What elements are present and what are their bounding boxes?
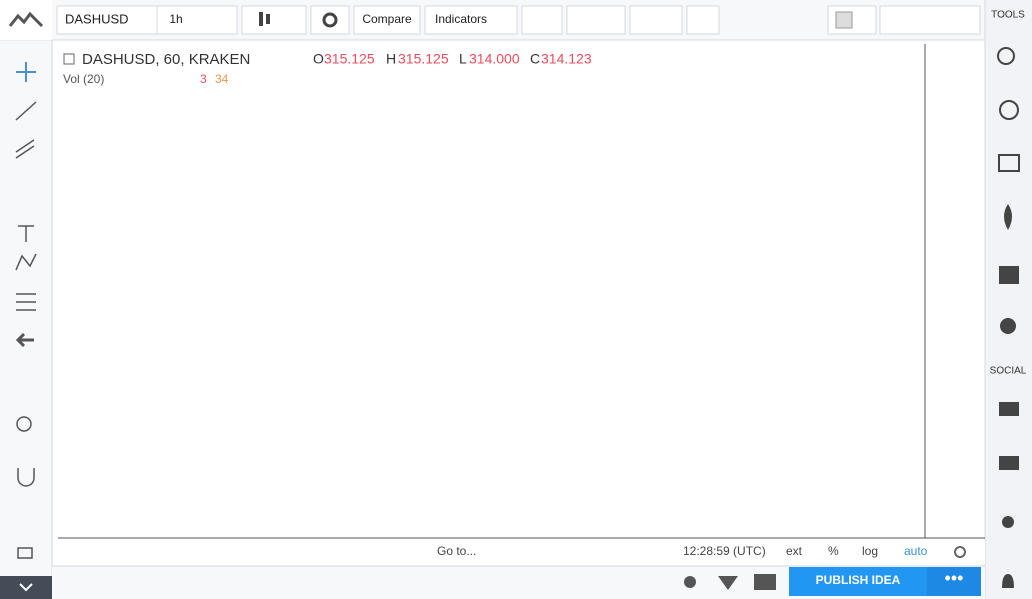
legend-value: 315.125 [398, 51, 449, 67]
volume-value: 3 [200, 72, 207, 86]
news-icon[interactable] [998, 154, 1020, 172]
zoom-tool[interactable] [16, 416, 32, 432]
logo [8, 11, 44, 28]
hotlist-icon[interactable] [1004, 204, 1012, 230]
icon [835, 11, 853, 29]
settings-button[interactable] [310, 5, 350, 35]
indicators-button[interactable] [424, 5, 518, 35]
crosshair-tool[interactable] [16, 62, 36, 82]
indicators: Indicators [435, 12, 487, 26]
range-bar [58, 540, 985, 564]
log-toggle[interactable]: log [862, 544, 878, 558]
magnet-tool[interactable] [17, 468, 35, 487]
cloud-buttons[interactable] [879, 5, 981, 35]
legend-value: 314.123 [541, 51, 592, 67]
sidebar-heading: SOCIAL [990, 366, 1027, 377]
prediction-tool[interactable] [16, 293, 36, 311]
notification-icon[interactable] [1002, 574, 1014, 588]
interval-button[interactable] [156, 5, 238, 35]
compare-button[interactable] [353, 5, 421, 35]
ext-toggle[interactable]: ext [786, 544, 803, 558]
goto-button[interactable]: Go to... [437, 544, 476, 558]
twitter-icon[interactable] [718, 576, 738, 590]
fullscreen-button[interactable] [686, 5, 720, 35]
snapshot-icon[interactable] [684, 576, 696, 588]
compare: Compare [362, 12, 412, 26]
chevron [19, 583, 33, 592]
line-tool[interactable] [15, 101, 37, 121]
collapse-button[interactable] [0, 576, 52, 599]
alert-button[interactable] [521, 5, 563, 35]
streams-icon[interactable] [999, 456, 1019, 470]
legend-label: H [386, 51, 396, 67]
left-toolbar [0, 41, 52, 576]
text-tool[interactable] [18, 225, 34, 242]
auto-toggle[interactable]: auto [904, 544, 928, 558]
calendar-icon[interactable] [999, 266, 1019, 284]
stocktwits-icon[interactable] [754, 574, 776, 590]
percent-toggle[interactable]: % [828, 544, 839, 558]
interval: 1h [169, 12, 182, 26]
right-sidebar [985, 0, 1032, 599]
broadcast-icon[interactable] [1002, 516, 1014, 528]
fib-tool[interactable] [15, 139, 35, 159]
collapse-legend[interactable] [63, 53, 75, 65]
chat-icon[interactable] [999, 402, 1019, 416]
chart-style-button[interactable] [241, 5, 307, 35]
settings-icon[interactable] [954, 546, 966, 558]
publish-label: PUBLISH IDEA [816, 573, 901, 587]
volume-title: Vol (20) [63, 72, 104, 86]
icon [322, 12, 338, 28]
alerts-icon[interactable] [999, 100, 1019, 120]
symbol-input[interactable] [56, 5, 158, 35]
more-dots: ••• [945, 568, 964, 588]
lock-tool[interactable] [17, 547, 33, 559]
symbol: DASHUSD [65, 11, 129, 26]
volume-ma: 34 [215, 72, 229, 86]
ideas-icon[interactable] [1000, 318, 1016, 334]
legend-label: O [313, 51, 324, 67]
pattern-tool[interactable] [15, 253, 37, 271]
sidebar-heading: TOOLS [991, 10, 1025, 21]
watchlist-icon[interactable] [997, 47, 1015, 65]
legend-label: C [530, 51, 540, 67]
legend-title: DASHUSD, 60, KRAKEN [82, 51, 250, 68]
chart-pane [58, 44, 925, 538]
ideas-button[interactable] [566, 5, 626, 35]
sidebar-icons [997, 47, 1020, 588]
more-button[interactable] [927, 567, 981, 596]
tool-icons [16, 62, 36, 82]
clock: 12:28:59 (UTC) [683, 544, 766, 558]
icon [259, 12, 263, 26]
legend-label: L [459, 51, 467, 67]
undo-redo[interactable] [629, 5, 683, 35]
legend-value: 315.125 [324, 51, 375, 67]
tool-icons [15, 101, 37, 559]
icon [266, 14, 270, 24]
legend-value: 314.000 [469, 51, 520, 67]
back-arrow[interactable] [15, 332, 34, 348]
